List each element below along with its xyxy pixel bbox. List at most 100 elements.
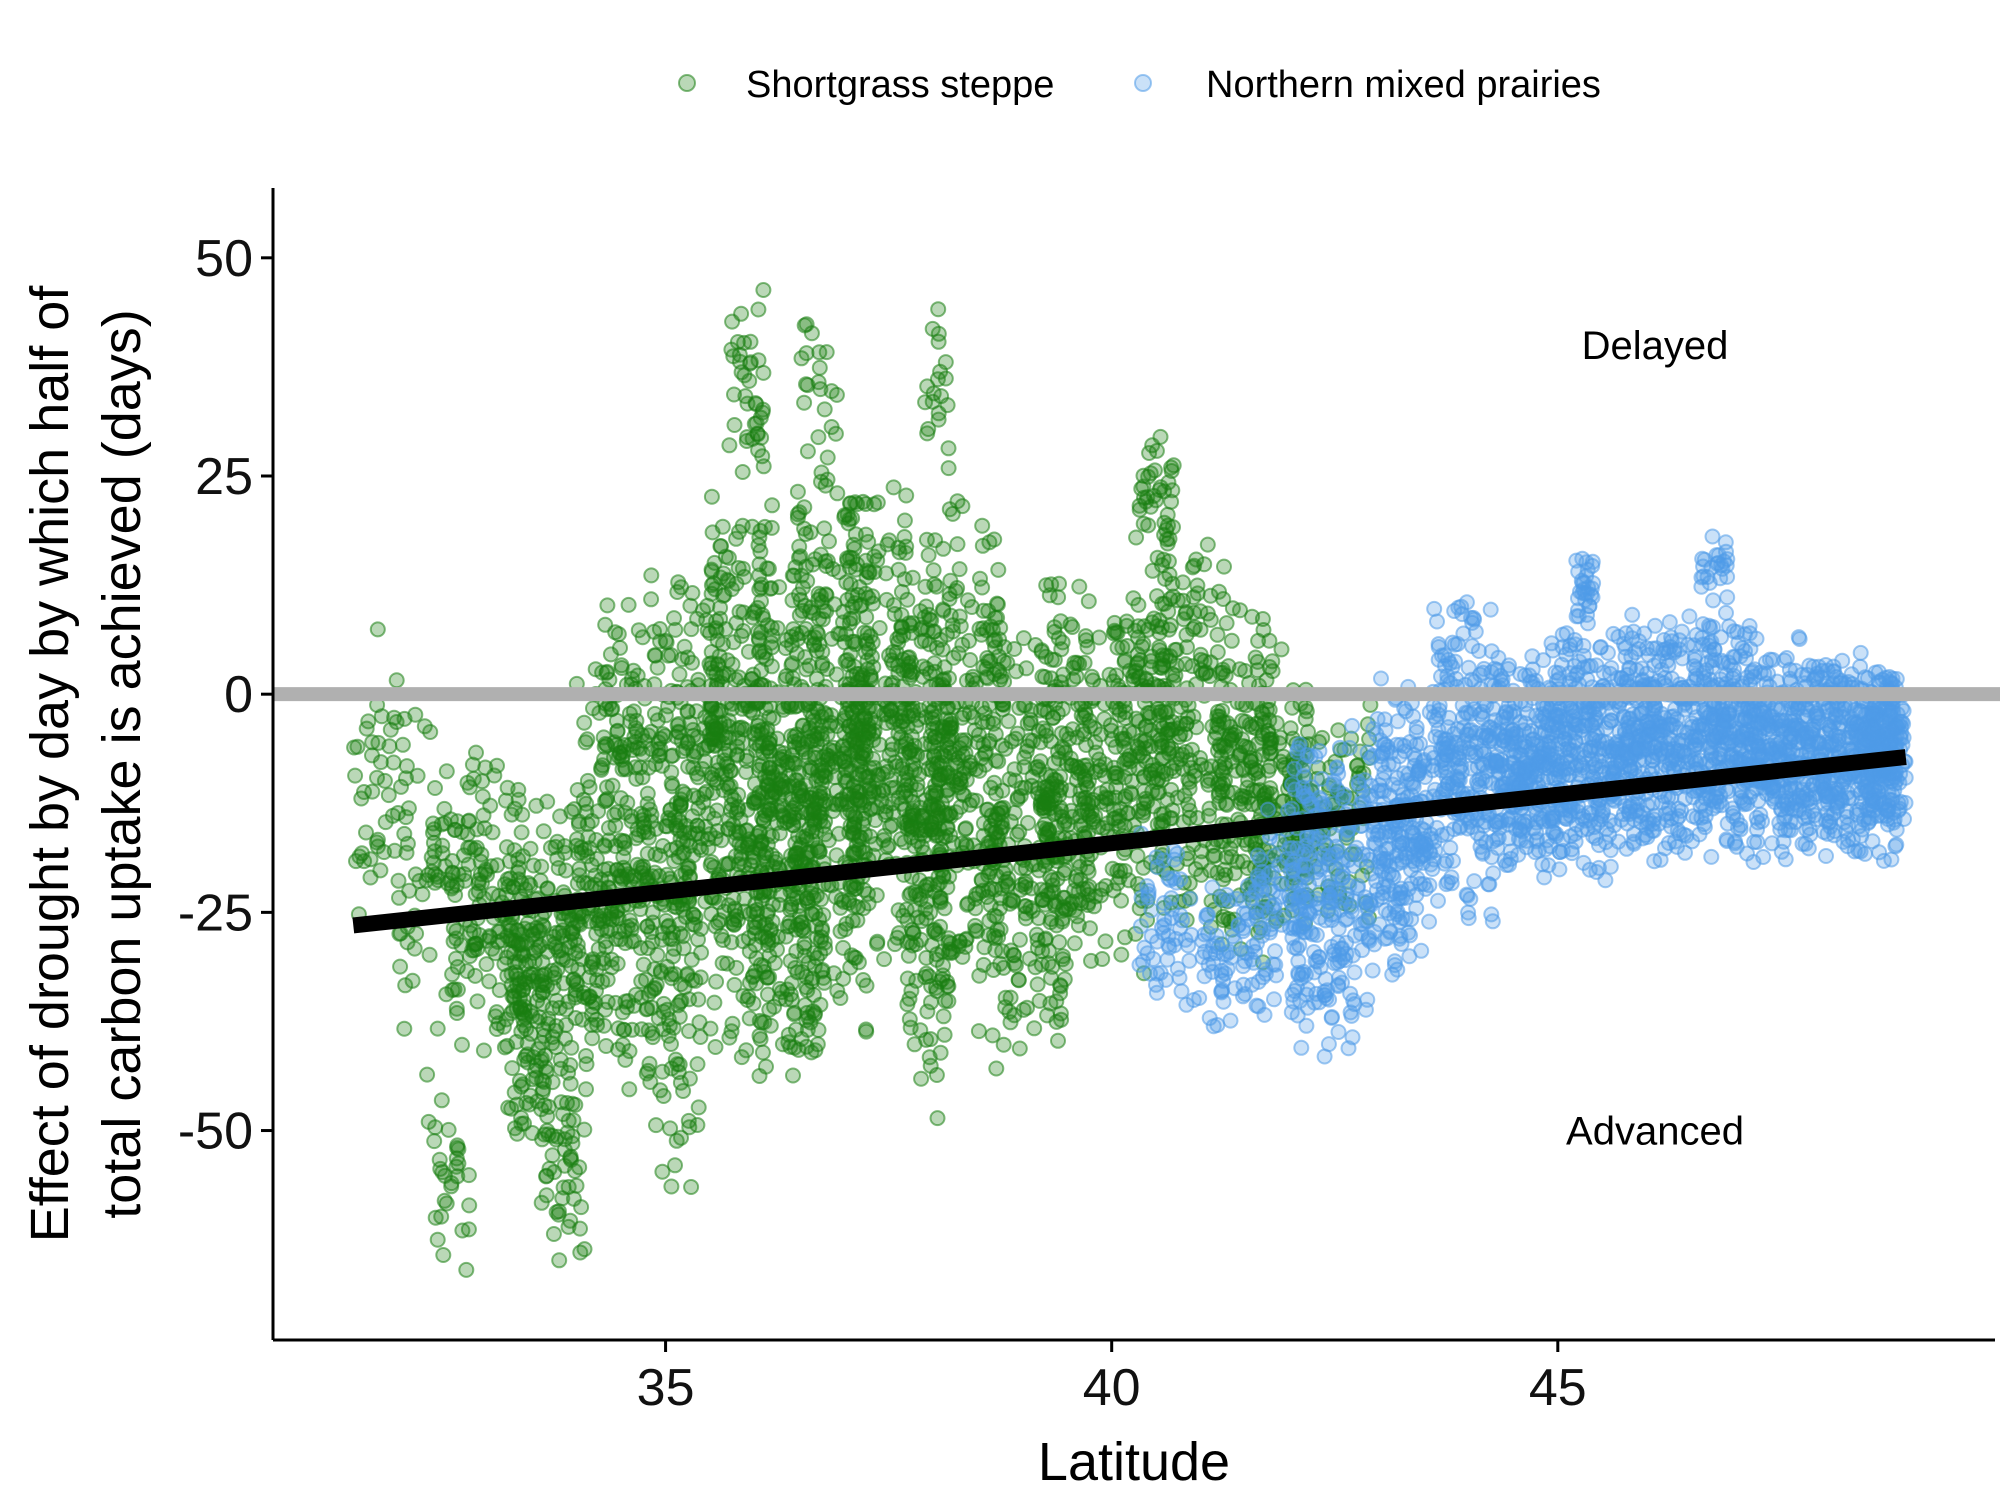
data-point [429,1231,446,1248]
data-point [858,569,875,586]
data-point [619,918,636,935]
data-point [925,562,942,579]
data-point [1138,672,1155,689]
data-point [458,1261,475,1278]
data-point [785,817,802,834]
data-point [964,792,981,809]
data-point [1331,739,1348,756]
data-point [932,1044,949,1061]
data-point [823,383,840,400]
data-point [896,571,913,588]
data-point [984,1027,1001,1044]
data-point [703,585,720,602]
data-point [791,586,807,603]
data-point [1189,810,1206,826]
data-point [1169,960,1186,977]
data-point [926,921,943,938]
data-point [845,536,862,553]
data-point [499,779,516,796]
data-point [659,958,676,975]
data-point [742,354,759,371]
data-point [1038,577,1055,594]
data-point [544,1035,561,1052]
data-point [706,994,723,1011]
data-point [690,1099,707,1116]
data-point [1141,445,1158,461]
data-point [703,561,720,578]
data-point [612,832,629,849]
data-point [799,793,815,810]
data-point [1300,723,1316,740]
data-point [1334,869,1351,886]
data-point [1071,578,1088,595]
data-point [1296,857,1312,874]
data-point [560,1218,577,1235]
data-point [555,975,572,992]
data-point [599,791,615,807]
data-point [1154,557,1170,574]
data-point [1091,629,1108,646]
data-point [1137,718,1154,735]
data-point [597,616,614,633]
data-point [841,615,858,632]
data-point [1168,641,1185,658]
data-point [707,1039,724,1055]
data-point [400,800,417,817]
data-point [1255,705,1271,722]
data-point [760,826,777,843]
data-point [689,729,706,746]
data-point [1247,765,1264,782]
data-point [932,631,949,648]
data-point [866,496,883,513]
data-point [567,1163,583,1179]
data-point [715,932,732,948]
data-point [427,780,443,796]
data-point [1185,708,1202,725]
data-point [785,800,802,816]
data-point [882,818,899,835]
data-point [1164,575,1181,592]
data-point [443,1175,460,1192]
data-point [683,1179,700,1195]
data-point [1017,898,1034,915]
data-point [712,599,729,616]
data-point [837,921,854,938]
data-point [816,602,832,619]
data-point [1108,667,1125,684]
data-point [679,967,696,984]
data-point [609,722,626,739]
data-point [582,959,599,976]
data-point [1330,722,1347,739]
points-layer [346,282,1914,1278]
data-point [1111,869,1128,886]
data-point [659,818,675,835]
data-point [1070,764,1086,781]
data-point [504,1060,521,1077]
data-point [1299,999,1316,1016]
data-point [684,585,701,601]
data-point [531,987,548,1003]
data-point [1128,529,1145,546]
data-point [663,1178,680,1195]
data-point [649,659,666,676]
data-point [1132,652,1149,668]
data-point [823,419,840,435]
data-point [1194,665,1211,682]
data-point [559,1095,575,1111]
data-point [552,1060,569,1077]
data-point [1075,709,1092,726]
data-point [704,785,721,801]
data-point [983,880,1000,897]
data-point [639,785,656,802]
data-point [671,666,688,683]
data-point [1079,859,1096,876]
data-point [729,738,746,755]
data-point [521,1096,538,1113]
data-point [1034,892,1051,908]
data-point [1267,943,1283,960]
data-point [813,464,830,481]
data-point [881,532,898,549]
data-point [537,1059,554,1076]
data-point [832,990,849,1006]
data-point [682,597,699,614]
